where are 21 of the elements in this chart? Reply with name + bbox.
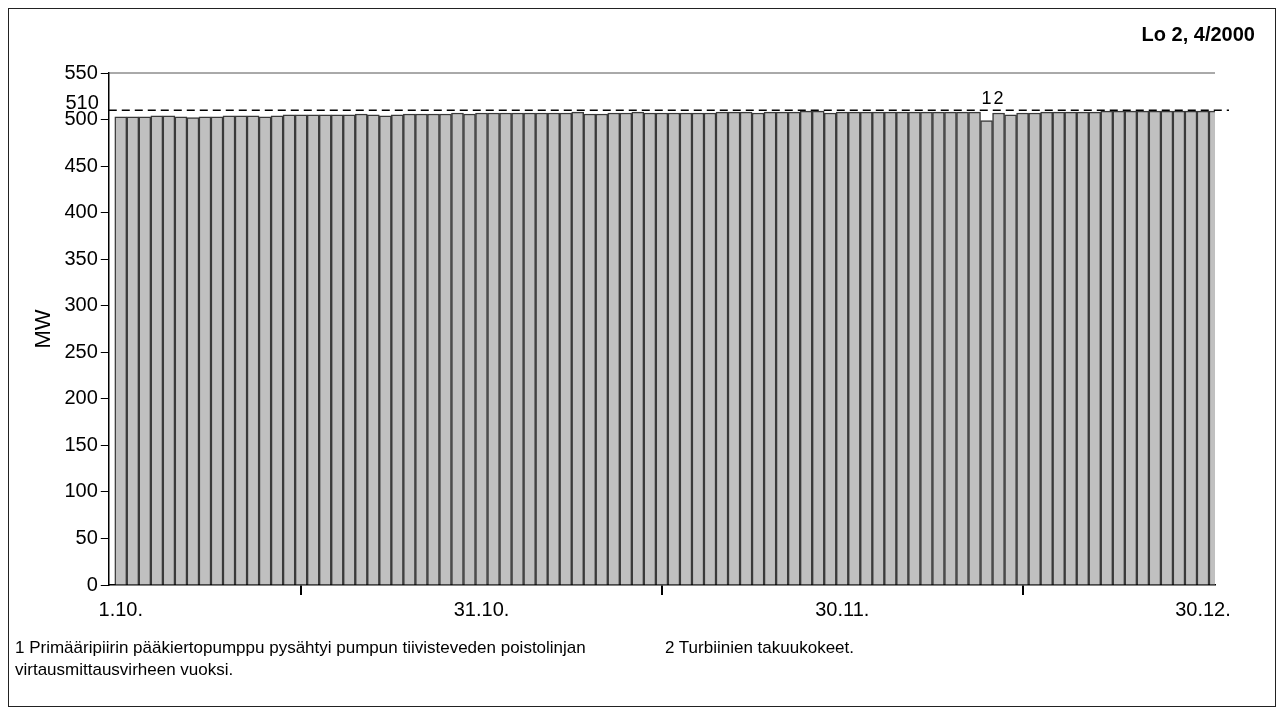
x-tick-label: 31.10.	[453, 597, 510, 620]
y-tick-label: 450	[64, 153, 98, 176]
chart-title: Lo 2, 4/2000	[1141, 23, 1255, 46]
x-tick-label: 30.12.	[1175, 597, 1231, 620]
y-tick-label: 250	[64, 339, 98, 362]
y-tick-label: 0	[86, 572, 98, 595]
y-tick-label: 150	[64, 432, 98, 455]
y-tick-label: 100	[64, 479, 98, 502]
y-tick-label: 550	[64, 60, 98, 83]
y-tick-label: 200	[64, 386, 98, 409]
text: 1 Primääripiirin pääkiertopumppu pysähtyi pumpun tiivisteveden poistolinjan virtausmittausvirheen vuoksi.	[15, 637, 587, 681]
text: 2 Turbiinien takuukokeet.	[665, 637, 855, 659]
y-tick-label: 300	[64, 293, 98, 316]
y-tick-label: 350	[64, 246, 98, 269]
y-tick-label: 50	[75, 525, 98, 548]
y-axis-title: MW	[30, 309, 56, 349]
annotation: 2	[993, 88, 1004, 109]
x-tick-label: 30.11.	[815, 597, 870, 620]
y-tick-label: 400	[64, 200, 98, 223]
x-tick-label: 1.10.	[98, 597, 144, 620]
annotation: 1	[981, 88, 992, 109]
